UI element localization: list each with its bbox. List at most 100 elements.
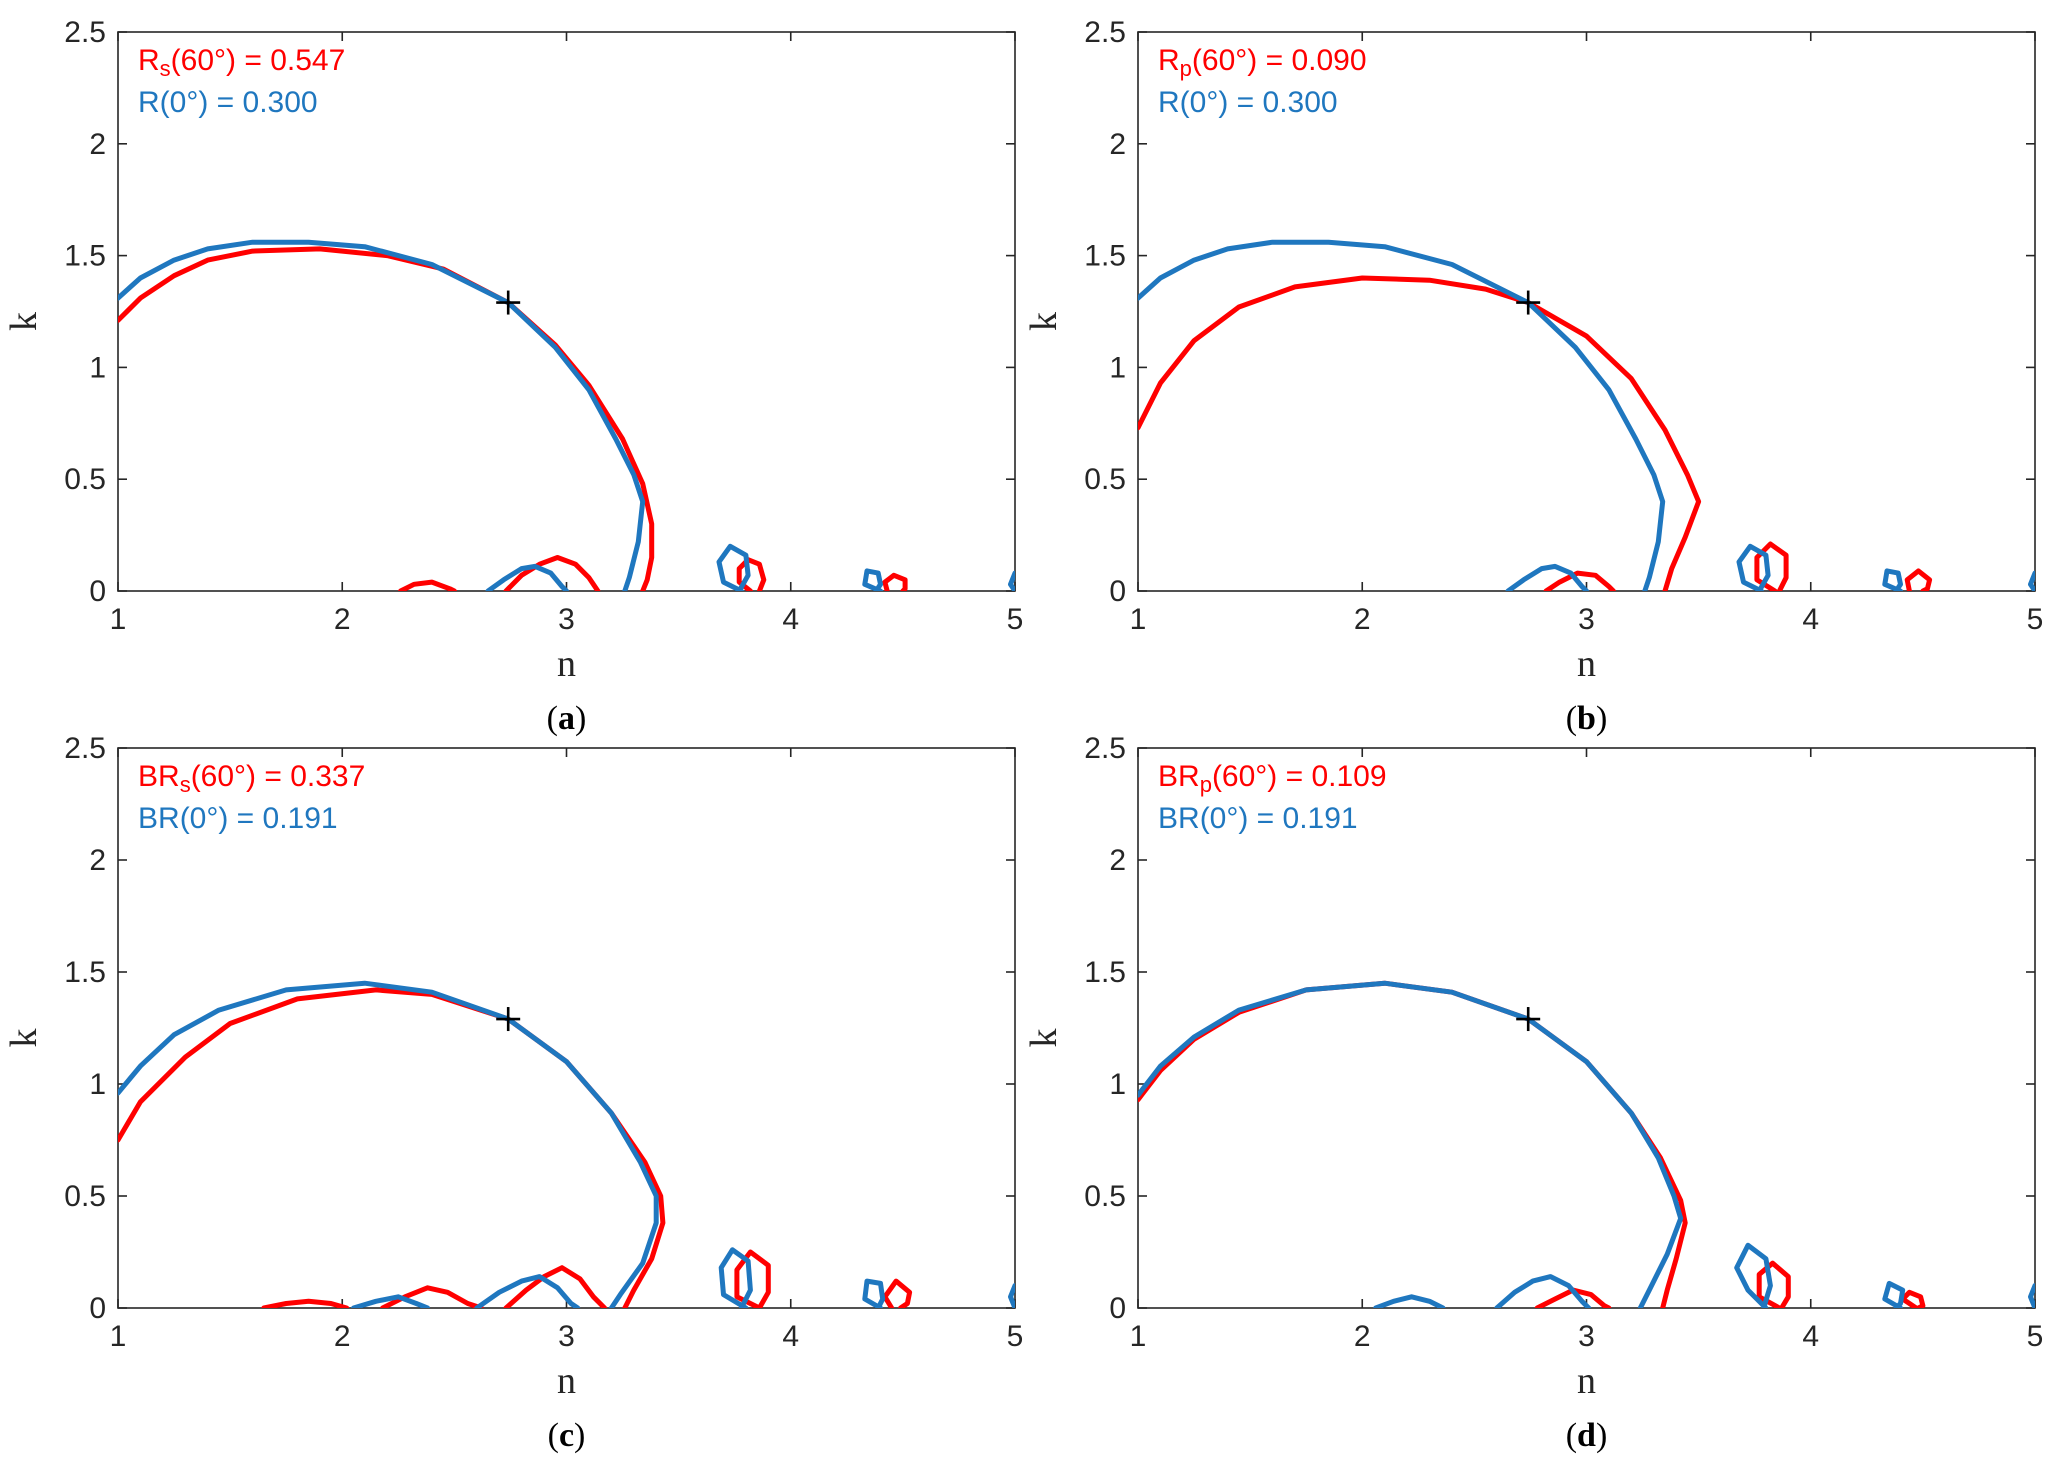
legend-entry: Rs(60°) = 0.547	[138, 44, 345, 81]
y-tick-label: 0.5	[1084, 463, 1126, 496]
x-tick-label: 2	[334, 603, 351, 636]
panel-paren-close: )	[575, 700, 586, 737]
y-tick-label: 2.5	[1084, 732, 1126, 765]
series-oblique	[118, 246, 908, 591]
series-line-segment	[1756, 1260, 1791, 1308]
y-tick-label: 0	[1109, 575, 1126, 608]
y-tick-label: 0.5	[64, 1180, 106, 1213]
y-tick-label: 1.5	[1084, 956, 1126, 989]
series-line-segment	[882, 1278, 913, 1308]
legend-value: (60°) = 0.109	[1212, 760, 1387, 793]
series-line-segment	[1543, 570, 1616, 591]
legend-entry: BR(0°) = 0.191	[1158, 802, 1358, 835]
y-tick-label: 2.5	[64, 16, 106, 49]
legend-entry: R(0°) = 0.300	[1158, 86, 1338, 119]
series-oblique	[1138, 275, 1933, 591]
panel-paren-open: (	[547, 700, 558, 737]
x-tick-label: 3	[1578, 603, 1595, 636]
series-line-segment	[1754, 541, 1789, 591]
x-tick-label: 1	[110, 603, 127, 636]
x-tick-label: 2	[1354, 603, 1371, 636]
panel-paren-close: )	[1596, 1417, 1607, 1454]
panel-paren-open: (	[1566, 700, 1577, 737]
y-tick-label: 2	[89, 128, 106, 161]
legend-subscript: p	[1200, 772, 1212, 797]
series-line-segment	[474, 1274, 581, 1308]
legend-entry: BRp(60°) = 0.109	[1158, 760, 1387, 797]
series-line-segment	[2028, 570, 2035, 591]
x-tick-label: 4	[1802, 1320, 1819, 1353]
y-axis-label: k	[1023, 312, 1065, 331]
legend-base: R	[1158, 86, 1180, 119]
series-line-segment	[1904, 568, 1933, 591]
legend-base: BR	[138, 802, 180, 835]
series-line-segment	[1373, 1294, 1446, 1308]
series-line-segment	[118, 980, 659, 1308]
x-axis-label: n	[557, 643, 576, 685]
chart-panel-2: 1 2 3 4 500.511.522.5nk(b)Rp(60°) = 0.090R(0…	[1023, 16, 2043, 737]
series-line-segment	[1138, 239, 1666, 591]
series-line-segment	[261, 1298, 350, 1308]
legend-base: BR	[1158, 802, 1200, 835]
legend-value: (0°) = 0.191	[1200, 802, 1358, 835]
legend-base: R	[138, 44, 160, 77]
panel-letter: c	[559, 1417, 574, 1454]
x-tick-label: 5	[2027, 1320, 2044, 1353]
panel-paren-close: )	[574, 1417, 585, 1454]
y-axis-label: k	[3, 1029, 45, 1048]
y-tick-label: 2	[1109, 128, 1126, 161]
legend-value: (0°) = 0.300	[160, 86, 318, 119]
y-tick-label: 1	[1109, 1068, 1126, 1101]
series-line-segment	[118, 239, 646, 591]
legend-value: (0°) = 0.191	[180, 802, 338, 835]
x-tick-label: 3	[558, 1320, 575, 1353]
legend-entry: BRs(60°) = 0.337	[138, 760, 365, 797]
panel-letter: b	[1577, 700, 1596, 737]
series-line-segment	[1505, 563, 1589, 591]
panel-label: (d)	[1566, 1417, 1608, 1454]
series-line-segment	[1882, 1280, 1906, 1308]
series-line-segment	[1734, 1242, 1773, 1308]
y-tick-label: 1.5	[64, 240, 106, 273]
series-line-segment	[1736, 543, 1771, 591]
y-tick-label: 1	[89, 351, 106, 384]
panel-letter: a	[558, 700, 575, 737]
series-line-segment	[1882, 568, 1903, 591]
legend-entry: R(0°) = 0.300	[138, 86, 318, 119]
series-line-segment	[118, 987, 666, 1308]
x-tick-label: 2	[334, 1320, 351, 1353]
y-tick-label: 1.5	[1084, 240, 1126, 273]
panel-paren-close: )	[1596, 700, 1607, 737]
series-line-segment	[1138, 980, 1688, 1308]
series-normal	[118, 239, 1015, 591]
legend-subscript: s	[160, 56, 171, 81]
series-line-segment	[1138, 980, 1684, 1308]
y-axis-label: k	[1023, 1029, 1065, 1048]
y-tick-label: 1	[1109, 351, 1126, 384]
legend-base: BR	[1158, 760, 1200, 793]
panel-label: (c)	[548, 1417, 586, 1454]
series-line-segment	[716, 543, 751, 591]
legend-subscript: s	[180, 772, 191, 797]
x-axis-label: n	[1577, 1360, 1596, 1402]
x-tick-label: 4	[782, 1320, 799, 1353]
x-tick-label: 5	[1007, 603, 1024, 636]
legend-entry: Rp(60°) = 0.090	[1158, 44, 1367, 81]
y-tick-label: 0	[89, 1292, 106, 1325]
series-line-segment	[718, 1247, 753, 1308]
series-normal	[118, 980, 1015, 1308]
series-line-segment	[503, 555, 601, 591]
x-tick-label: 2	[1354, 1320, 1371, 1353]
series-line-segment	[2028, 1283, 2035, 1308]
series-line-segment	[118, 246, 655, 591]
x-tick-label: 1	[110, 1320, 127, 1353]
x-axis-label: n	[1577, 643, 1596, 685]
panel-paren-open: (	[548, 1417, 559, 1454]
panel-label: (a)	[547, 700, 587, 737]
x-tick-label: 5	[2027, 603, 2044, 636]
series-line-segment	[503, 1265, 608, 1308]
legend-value: (60°) = 0.090	[1192, 44, 1367, 77]
legend-value: (60°) = 0.337	[191, 760, 366, 793]
chart-panel-3: 1 2 3 4 500.511.522.5nk(c)BRs(60°) = 0.337BR…	[3, 732, 1023, 1454]
